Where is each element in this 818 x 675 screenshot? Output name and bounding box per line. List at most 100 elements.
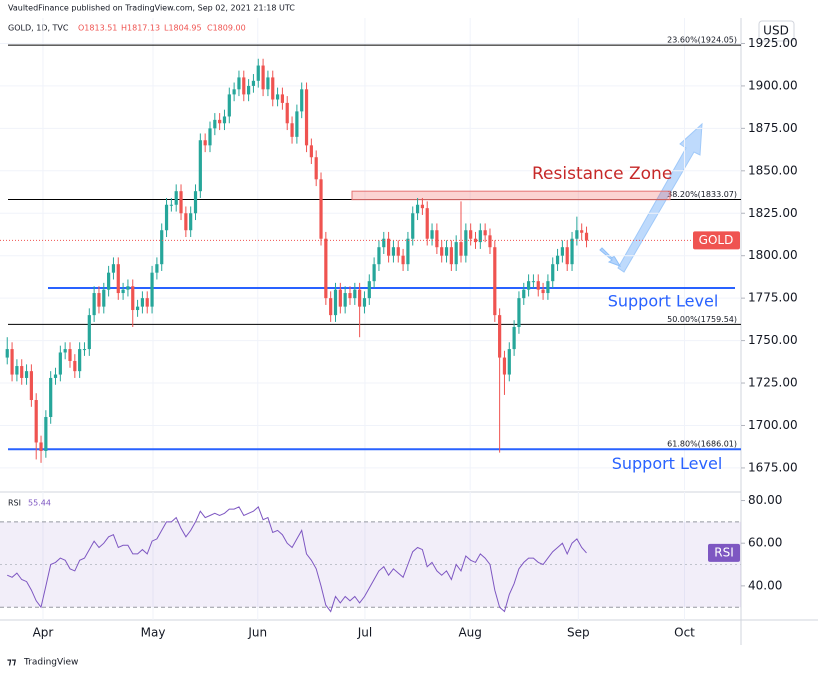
candle-body [300, 89, 304, 112]
y-tick-label: 1700.00 [748, 418, 798, 432]
candle-body [92, 293, 96, 316]
fib-label: 38.20%(1833.07) [667, 190, 737, 199]
candle-body [358, 289, 362, 307]
candle-body [430, 230, 434, 239]
x-tick-label: Sep [567, 626, 590, 640]
candle-body [541, 289, 545, 294]
candle-body [58, 352, 62, 375]
candle-body [498, 315, 502, 358]
candle-body [5, 349, 9, 358]
price-tag: GOLD [699, 233, 734, 247]
candle-body [145, 298, 149, 307]
resistance-zone [351, 190, 671, 201]
candle-body [425, 208, 429, 239]
rsi-legend-value: 55.44 [28, 499, 51, 508]
candle-body [382, 238, 386, 248]
candle-body [222, 116, 227, 124]
candle-body [208, 128, 212, 146]
candle-body [280, 94, 285, 103]
rsi-tick-label: 60.00 [748, 536, 782, 550]
y-tick-label: 1800.00 [748, 248, 798, 262]
candle-body [493, 247, 497, 316]
candle-body [580, 230, 584, 233]
candle-body [420, 204, 424, 209]
ohlc-legend: H1817.13 [121, 24, 160, 33]
candle-body [266, 77, 270, 90]
candle-body [338, 289, 342, 307]
candle-body [121, 289, 125, 294]
candle-body [435, 230, 439, 248]
candle-body [570, 238, 574, 265]
currency-label: USD [763, 24, 789, 38]
candle-body [387, 238, 391, 256]
candle-body [488, 235, 492, 248]
candle-body [401, 255, 405, 265]
symbol-label: GOLD, 1D, TVC [8, 24, 69, 33]
candle-body [362, 298, 367, 307]
candle-body [218, 119, 222, 124]
candle-body [237, 77, 241, 90]
rsi-legend-name: RSI [8, 499, 21, 508]
candle-body [377, 247, 381, 265]
candle-body [483, 230, 487, 236]
rsi-tag-box [708, 543, 740, 562]
candle-body [546, 281, 550, 294]
candle-body [227, 94, 231, 117]
candle-body [295, 111, 299, 137]
y-tick-label: 1900.00 [748, 78, 798, 92]
candle-body [285, 102, 289, 124]
ohlc-legend: O1813.51 [78, 24, 117, 33]
candle-body [440, 247, 444, 256]
candle-body [454, 242, 458, 265]
candle-body [68, 349, 72, 361]
candle-body [319, 179, 323, 239]
candle-body [324, 238, 328, 299]
candle-body [251, 80, 256, 86]
candle-body [116, 264, 120, 294]
candle-body [507, 349, 511, 375]
candle-body [333, 289, 338, 316]
candle-body [411, 213, 415, 239]
candle-body [150, 272, 154, 307]
support-label: Support Level [612, 454, 723, 473]
candle-body [502, 357, 507, 375]
candle-body [87, 315, 91, 350]
candle-body [275, 94, 280, 100]
candle-body [449, 247, 453, 265]
candle-body [391, 247, 396, 256]
candle-body [213, 119, 217, 129]
candle-body [406, 238, 410, 265]
publish-header: VaultedFinance published on TradingView.… [8, 4, 295, 13]
candle-body [329, 298, 333, 316]
plot-layer: Apr May Jun Jul Aug Sep Oct 1675.00 1700.00 1725.… [0, 18, 798, 640]
ohlc-legend: C1809.00 [207, 24, 246, 33]
y-tick-label: 1925.00 [748, 36, 798, 50]
fib-label: 61.80%(1686.01) [667, 440, 737, 449]
candle-body [203, 140, 207, 146]
candle-body [478, 230, 482, 243]
footer-logo: ⁊⁊ [7, 658, 17, 668]
support-label: Support Level [608, 291, 719, 310]
candle-body [247, 85, 251, 95]
candle-body [140, 298, 145, 307]
candle-body [34, 400, 38, 443]
candle-body [473, 238, 478, 243]
rsi-tick-label: 40.00 [748, 578, 782, 592]
candle-body [271, 77, 275, 100]
ohlc-legend: L1804.95 [164, 24, 202, 33]
candle-body [20, 366, 24, 378]
candle-body [15, 366, 19, 375]
candle-body [367, 281, 371, 299]
candle-body [169, 204, 173, 206]
candle-body [444, 247, 449, 256]
candle-body [232, 89, 236, 95]
candle-body [53, 374, 58, 378]
candle-body [102, 289, 106, 307]
candle-body [111, 264, 116, 273]
y-tick-label: 1675.00 [748, 460, 798, 474]
candle-body [63, 349, 67, 353]
candle-body [536, 281, 540, 290]
x-tick-label: Jun [247, 626, 267, 640]
candle-body [526, 281, 531, 290]
y-tick-label: 1875.00 [748, 121, 798, 135]
